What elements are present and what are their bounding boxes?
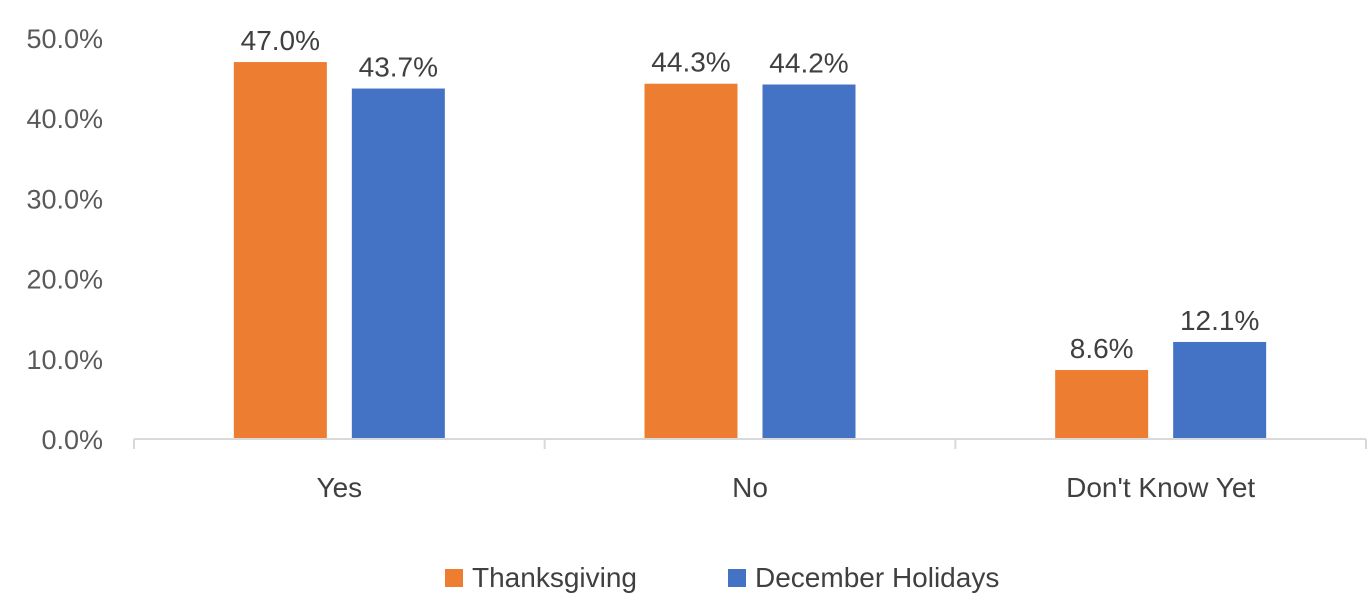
data-label: 44.2% [769, 48, 848, 79]
bar [1173, 341, 1267, 439]
bars [233, 62, 1267, 440]
category-label: Don't Know Yet [1066, 472, 1255, 503]
data-label: 44.3% [651, 47, 730, 78]
y-tick-label: 0.0% [41, 425, 103, 455]
y-tick-label: 50.0% [26, 24, 103, 54]
y-axis-ticks: 0.0% 10.0% 20.0% 30.0% 40.0% 50.0% [26, 24, 103, 455]
y-tick-label: 20.0% [26, 265, 103, 295]
legend-label: December Holidays [755, 562, 999, 593]
data-label: 43.7% [359, 52, 438, 83]
y-tick-label: 30.0% [26, 184, 103, 214]
data-label: 12.1% [1180, 305, 1259, 336]
bar [351, 88, 445, 439]
data-label: 8.6% [1070, 333, 1134, 364]
legend-swatch [445, 569, 463, 587]
bar [233, 62, 327, 440]
legend-label: Thanksgiving [472, 562, 637, 593]
y-tick-label: 10.0% [26, 345, 103, 375]
bar [1055, 370, 1149, 439]
legend: Thanksgiving December Holidays [445, 562, 999, 593]
data-label: 47.0% [241, 25, 320, 56]
y-tick-label: 40.0% [26, 104, 103, 134]
x-axis [133, 438, 1367, 449]
bar [762, 84, 856, 440]
bar [644, 83, 738, 440]
data-labels: 47.0% 43.7% 44.3% 44.2% 8.6% 12.1% [241, 25, 1260, 364]
category-label: Yes [316, 472, 362, 503]
x-axis-labels: Yes No Don't Know Yet [316, 472, 1255, 503]
category-label: No [732, 472, 768, 503]
legend-swatch [728, 569, 746, 587]
